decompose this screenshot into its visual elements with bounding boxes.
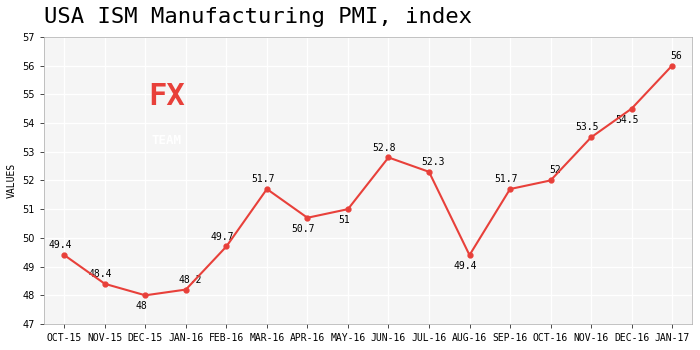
Text: 50.7: 50.7	[291, 224, 315, 234]
Text: 51.7: 51.7	[494, 174, 517, 184]
Text: 49.4: 49.4	[454, 261, 477, 271]
Text: 48.4: 48.4	[89, 269, 113, 279]
Text: USA ISM Manufacturing PMI, index: USA ISM Manufacturing PMI, index	[44, 7, 472, 27]
Text: 51.7: 51.7	[251, 174, 274, 184]
Text: 52.3: 52.3	[421, 157, 445, 167]
Text: TEAM: TEAM	[151, 134, 181, 147]
Y-axis label: VALUES: VALUES	[7, 163, 17, 198]
Text: 51: 51	[338, 215, 350, 225]
Text: 56: 56	[671, 51, 682, 61]
Text: 53.5: 53.5	[575, 122, 598, 132]
Text: 48: 48	[135, 301, 147, 311]
Text: 48.2: 48.2	[178, 275, 202, 285]
Text: 49.7: 49.7	[211, 232, 234, 242]
Text: 52.8: 52.8	[372, 142, 396, 153]
Text: 52: 52	[549, 166, 561, 175]
Text: FX: FX	[148, 82, 185, 111]
Text: 49.4: 49.4	[48, 240, 72, 250]
Text: 54.5: 54.5	[616, 114, 639, 125]
